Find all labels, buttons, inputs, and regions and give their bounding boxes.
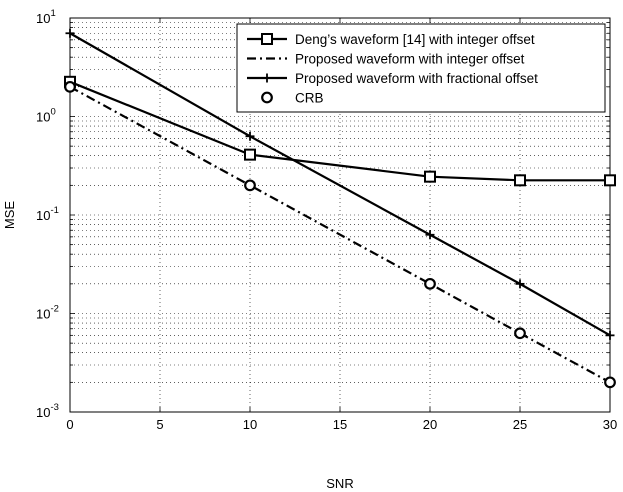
data-point (514, 174, 526, 187)
data-point (605, 330, 615, 340)
series (64, 28, 616, 389)
data-point (64, 80, 76, 93)
data-point (245, 131, 255, 141)
x-tick-label: 25 (513, 417, 527, 432)
ticks: 0 5 10 15 20 25 30 10-3 10-2 10-1 100 101 (36, 8, 617, 432)
legend-entry-label: Deng’s waveform [14] with integer offset (295, 32, 535, 47)
series-1 (69, 85, 611, 384)
data-point (515, 279, 525, 289)
legend-entry-label: CRB (295, 91, 324, 106)
grid (70, 18, 610, 412)
legend-entry-label: Proposed waveform with fractional offset (295, 71, 538, 86)
x-tick-label: 20 (423, 417, 437, 432)
legend-entry-label: Proposed waveform with integer offset (295, 52, 525, 67)
x-tick-label: 10 (243, 417, 257, 432)
legend-box (236, 23, 606, 113)
data-point (424, 170, 436, 183)
y-tick-label: 100 (36, 107, 56, 125)
data-point (424, 277, 436, 290)
y-tick-label: 10-2 (36, 304, 59, 322)
data-point (604, 174, 616, 187)
series-line (69, 85, 611, 384)
legend-marker (262, 73, 272, 83)
x-tick-label: 5 (156, 417, 163, 432)
legend-marker (261, 33, 273, 45)
x-tick-label: 15 (333, 417, 347, 432)
data-point (604, 376, 616, 389)
y-tick-label: 10-1 (36, 205, 59, 223)
data-point (244, 148, 256, 161)
series-3 (64, 80, 616, 389)
y-tick-label: 10-3 (36, 402, 59, 420)
x-tick-label: 30 (603, 417, 617, 432)
x-tick-label: 0 (66, 417, 73, 432)
data-point (425, 230, 435, 240)
legend-marker (261, 91, 273, 104)
series-2 (65, 28, 615, 340)
legend: Deng’s waveform [14] with integer offset… (236, 23, 606, 113)
data-point (514, 327, 526, 340)
y-tick-label: 101 (36, 8, 56, 26)
data-point (244, 179, 256, 192)
x-axis-label: SNR (326, 476, 353, 491)
y-axis-label: MSE (2, 201, 17, 230)
data-point (65, 28, 75, 38)
